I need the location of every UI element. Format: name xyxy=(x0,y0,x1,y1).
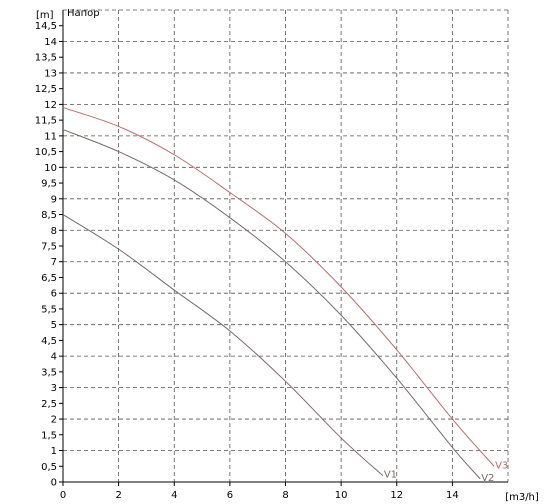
y-tick-label: 5,5 xyxy=(41,304,57,315)
series-label-v3: V3 xyxy=(495,460,508,471)
series-label-v2: V2 xyxy=(481,473,494,484)
y-tick-label: 13,5 xyxy=(35,53,57,64)
y-tick-label: 5 xyxy=(51,320,57,331)
y-tick-label: 4 xyxy=(51,352,57,363)
y-tick-label: 13 xyxy=(44,68,57,79)
y-tick-label: 14,5 xyxy=(35,21,57,32)
y-tick-label: 1 xyxy=(51,446,57,457)
x-axis-title: [m3/h] xyxy=(505,492,539,503)
y-tick-label: 0 xyxy=(51,478,57,489)
y-tick-label: 4,5 xyxy=(41,336,57,347)
y-tick-label: 9,5 xyxy=(41,179,57,190)
y-tick-label: 6 xyxy=(51,289,57,300)
series-line-v2 xyxy=(62,129,481,480)
grid xyxy=(63,9,509,482)
y-tick-label: 2 xyxy=(51,415,57,426)
x-tick-label: 14 xyxy=(446,490,459,501)
y-tick-label: 3,5 xyxy=(41,367,57,378)
chart-title: Напор xyxy=(67,8,100,19)
y-tick-label: 0,5 xyxy=(41,462,57,473)
y-tick-label: 10,5 xyxy=(35,147,57,158)
x-tick-label: 8 xyxy=(282,490,288,501)
y-tick-label: 14 xyxy=(44,37,57,48)
y-tick-label: 1,5 xyxy=(41,430,57,441)
x-tick-label: 2 xyxy=(115,490,121,501)
x-tick-label: 0 xyxy=(60,490,66,501)
series-line-v1 xyxy=(62,214,384,477)
x-tick-label: 4 xyxy=(171,490,177,501)
series-line-v3 xyxy=(62,107,495,467)
y-tick-label: 10 xyxy=(44,163,57,174)
y-tick-label: 7 xyxy=(51,257,57,268)
y-tick-label: 9 xyxy=(51,194,57,205)
y-tick-label: 11 xyxy=(44,131,57,142)
y-ticks: 00,511,522,533,544,555,566,577,588,599,5… xyxy=(35,21,63,489)
x-ticks: 0 2 4 6 8 10 12 14 xyxy=(60,482,459,501)
x-tick-label: 6 xyxy=(227,490,233,501)
x-tick-label: 12 xyxy=(390,490,403,501)
y-tick-label: 12 xyxy=(44,100,57,111)
y-tick-label: 7,5 xyxy=(41,242,57,253)
y-tick-label: 3 xyxy=(51,383,57,394)
y-tick-label: 6,5 xyxy=(41,273,57,284)
y-tick-label: 12,5 xyxy=(35,84,57,95)
y-tick-label: 2,5 xyxy=(41,399,57,410)
x-tick-label: 10 xyxy=(335,490,348,501)
y-axis-title: [m] xyxy=(36,10,54,21)
y-tick-label: 8 xyxy=(51,226,57,237)
y-tick-label: 11,5 xyxy=(35,116,57,127)
y-tick-label: 8,5 xyxy=(41,210,57,221)
series-label-v1: V1 xyxy=(384,470,397,481)
